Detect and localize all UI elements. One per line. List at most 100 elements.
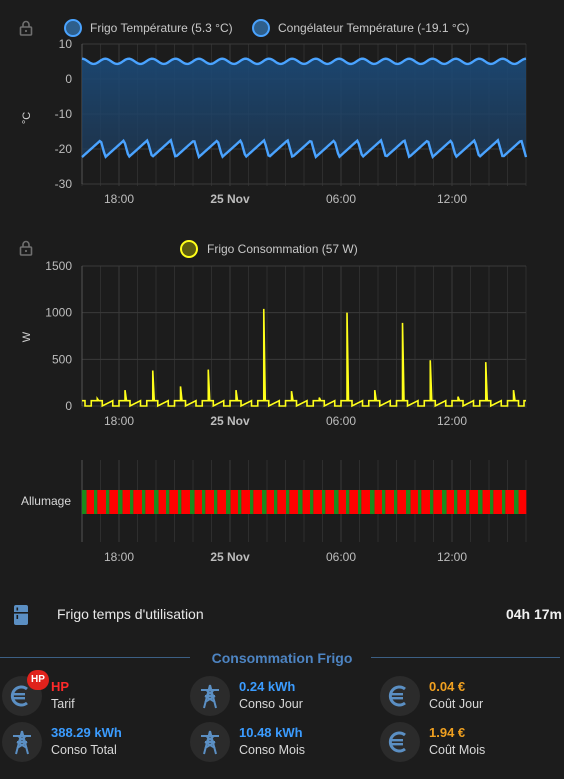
timeline-segment-off[interactable] [266, 490, 275, 514]
x-tick-label: 12:00 [437, 414, 467, 428]
timeline-segment-on[interactable] [454, 490, 458, 514]
series-line-consumption [82, 308, 526, 408]
timeline-segment-on[interactable] [274, 490, 278, 514]
timeline-segment-on[interactable] [250, 490, 254, 514]
timeline-segment-on[interactable] [178, 490, 182, 514]
timeline-segment-off[interactable] [194, 490, 203, 514]
timeline-segment-off[interactable] [433, 490, 443, 514]
timeline-segment-on[interactable] [202, 490, 206, 514]
tile-coût-mois[interactable]: 1.94 € Coût Mois [380, 722, 560, 764]
timeline-segment-off[interactable] [338, 490, 347, 514]
timeline-segment-off[interactable] [349, 490, 359, 514]
consumption-chart[interactable]: Frigo Consommation (57 W) 1500 1000 500 0 1… [0, 230, 564, 435]
timeline-segment-on[interactable] [334, 490, 339, 514]
timeline-segment-on[interactable] [238, 490, 242, 514]
timeline-segment-on[interactable] [214, 490, 218, 514]
timeline-segment-off[interactable] [361, 490, 371, 514]
timeline-segment-on[interactable] [118, 490, 123, 514]
timeline-segment-on[interactable] [502, 490, 506, 514]
tile-conso-mois[interactable]: 10.48 kWh Conso Mois [190, 722, 370, 764]
timeline-segment-off[interactable] [158, 490, 167, 514]
timeline-segment-off[interactable] [289, 490, 299, 514]
timeline-segment-on[interactable] [418, 490, 422, 514]
legend-item-freezer[interactable]: Congélateur Température (-19.1 °C) [252, 19, 469, 37]
x-tick-label: 18:00 [104, 192, 134, 206]
timeline-segment-off[interactable] [374, 490, 383, 514]
timeline-segment-on[interactable] [298, 490, 303, 514]
euro-icon [388, 731, 406, 753]
timeline-segment-off[interactable] [302, 490, 311, 514]
tile-tarif[interactable]: HP HP Tarif [2, 670, 182, 718]
timeline-segment-off[interactable] [482, 490, 491, 514]
timeline-segment-off[interactable] [469, 490, 479, 514]
timeline-segment-off[interactable] [169, 490, 179, 514]
timeline-segment-off[interactable] [181, 490, 191, 514]
temperature-chart[interactable]: Frigo Température (5.3 °C) Congélateur T… [0, 0, 564, 215]
tile-conso-jour[interactable]: 0.24 kWh Conso Jour [190, 676, 370, 718]
timeline-segment-off[interactable] [253, 490, 263, 514]
timeline-segment-on[interactable] [322, 490, 326, 514]
timeline-segment-on[interactable] [94, 490, 98, 514]
allumage-timeline[interactable]: Allumage 18:00 25 Nov 06:00 12:00 [0, 450, 564, 590]
timeline-segment-on[interactable] [406, 490, 411, 514]
lock-icon[interactable] [19, 20, 33, 36]
timeline-segment-on[interactable] [310, 490, 314, 514]
timeline-segment-on[interactable] [106, 490, 110, 514]
timeline-segment-off[interactable] [325, 490, 335, 514]
timeline-segment-on[interactable] [442, 490, 447, 514]
timeline-segment-off[interactable] [385, 490, 395, 514]
timeline-segment-off[interactable] [397, 490, 407, 514]
timeline-segment-off[interactable] [97, 490, 107, 514]
timeline-segment-on[interactable] [358, 490, 362, 514]
timeline-segment-on[interactable] [478, 490, 483, 514]
timeline-segment-off[interactable] [109, 490, 119, 514]
timeline-segment-on[interactable] [286, 490, 290, 514]
timeline-segment-on[interactable] [394, 490, 398, 514]
timeline-segment-off[interactable] [410, 490, 419, 514]
timeline-segment-on[interactable] [82, 490, 87, 514]
tile-value: 10.48 kWh [239, 725, 303, 740]
timeline-segment-on[interactable] [142, 490, 146, 514]
timeline-segment-off[interactable] [133, 490, 143, 514]
timeline-segment-on[interactable] [262, 490, 267, 514]
timeline-segment-off[interactable] [145, 490, 155, 514]
usage-time-row[interactable]: Frigo temps d'utilisation 04h 17m [0, 596, 564, 632]
x-tick-label: 12:00 [437, 550, 467, 564]
timeline-segment-on[interactable] [346, 490, 350, 514]
timeline-segment-on[interactable] [130, 490, 134, 514]
tile-conso-total[interactable]: 388.29 kWh Conso Total [2, 722, 182, 764]
timeline-segment-off[interactable] [230, 490, 239, 514]
timeline-segment-off[interactable] [86, 490, 95, 514]
timeline-segment-on[interactable] [370, 490, 375, 514]
timeline-segment-off[interactable] [313, 490, 323, 514]
consumption-legend[interactable]: Frigo Consommation (57 W) [180, 240, 358, 258]
timeline-segment-on[interactable] [382, 490, 386, 514]
timeline-segment-on[interactable] [226, 490, 231, 514]
timeline-segment-off[interactable] [205, 490, 215, 514]
timeline-segment-on[interactable] [514, 490, 519, 514]
timeline-segment-on[interactable] [166, 490, 170, 514]
timeline-segment-off[interactable] [241, 490, 251, 514]
tile-icon-wrapper [2, 676, 42, 716]
lock-icon[interactable] [19, 240, 33, 256]
timeline-segment-off[interactable] [446, 490, 455, 514]
timeline-segment-on[interactable] [490, 490, 494, 514]
timeline-segment-on[interactable] [466, 490, 470, 514]
timeline-segment-off[interactable] [122, 490, 131, 514]
timeline-segment-off[interactable] [518, 490, 527, 514]
timeline-segment-off[interactable] [505, 490, 515, 514]
y-tick-label: 10 [59, 37, 73, 51]
tile-coût-jour[interactable]: 0.04 € Coût Jour [380, 676, 560, 718]
timeline-segment-on[interactable] [430, 490, 434, 514]
timeline-segment-off[interactable] [277, 490, 287, 514]
y-tick-label: -20 [55, 142, 73, 156]
timeline-segment-off[interactable] [421, 490, 431, 514]
temperature-band-fill [82, 58, 526, 158]
timeline-segment-off[interactable] [493, 490, 503, 514]
legend-item-fridge[interactable]: Frigo Température (5.3 °C) [64, 19, 233, 37]
timeline-segment-off[interactable] [217, 490, 227, 514]
timeline-segment-on[interactable] [154, 490, 159, 514]
timeline-segment-on[interactable] [190, 490, 195, 514]
timeline-segment-off[interactable] [457, 490, 467, 514]
tile-icon-wrapper [190, 722, 230, 762]
